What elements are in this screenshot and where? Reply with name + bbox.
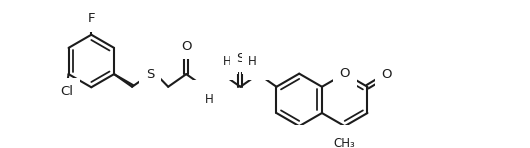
Text: H: H <box>248 55 257 68</box>
Text: S: S <box>236 52 244 65</box>
Text: N: N <box>217 61 227 74</box>
Text: O: O <box>181 40 191 53</box>
Text: H: H <box>223 55 232 68</box>
Text: CH₃: CH₃ <box>334 137 356 148</box>
Text: Cl: Cl <box>60 85 73 98</box>
Text: N: N <box>253 61 263 74</box>
Text: O: O <box>339 67 350 80</box>
Text: O: O <box>382 68 392 81</box>
Text: N: N <box>199 87 209 100</box>
Text: H: H <box>205 93 214 106</box>
Text: F: F <box>87 12 95 25</box>
Text: S: S <box>146 68 154 81</box>
